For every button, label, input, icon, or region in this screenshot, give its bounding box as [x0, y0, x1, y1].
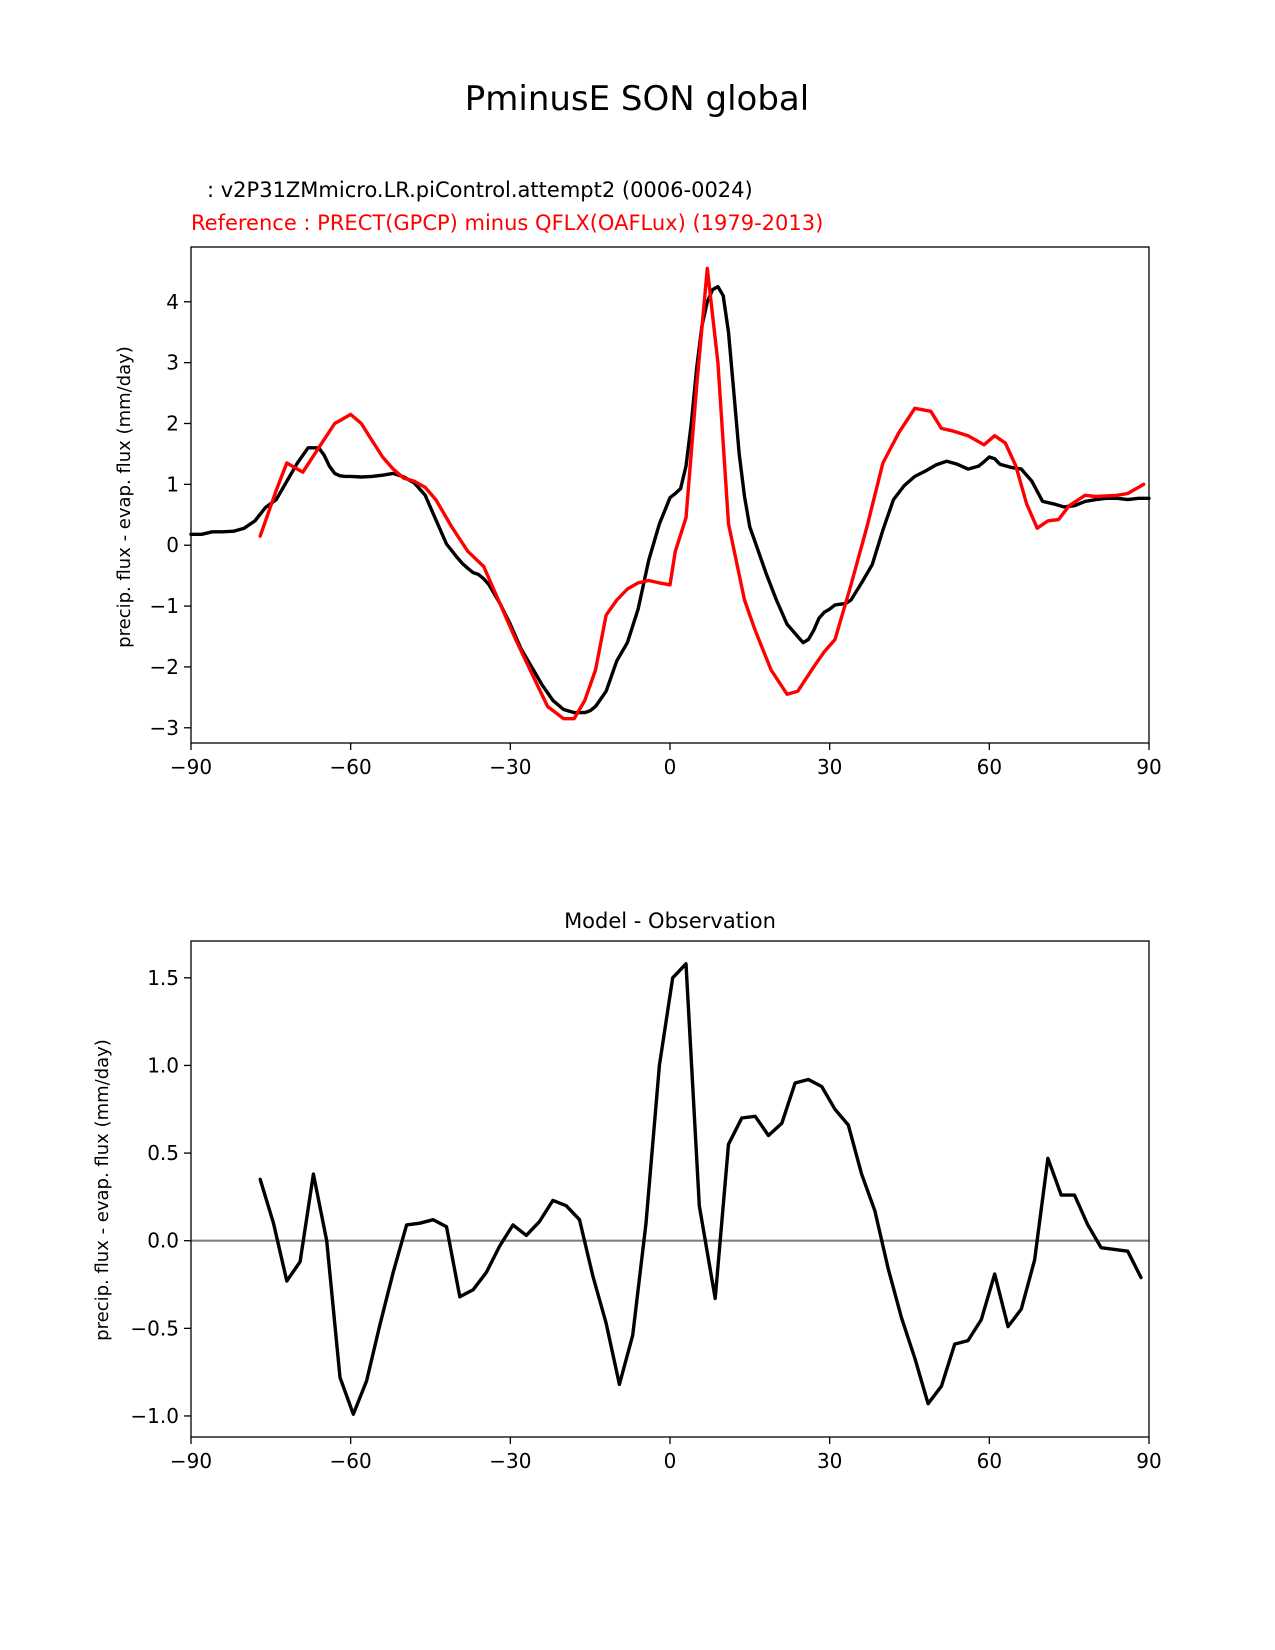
top-series-test-line: [189, 284, 1151, 715]
bottom-y-tick-label: 1.5: [147, 966, 179, 990]
top-panel: : v2P31ZMmicro.LR.piControl.attempt2 (00…: [114, 178, 1162, 779]
top-x-tick-label: −90: [170, 755, 212, 779]
top-plot-frame: [190, 246, 1150, 744]
bottom-panel-title: Model - Observation: [564, 909, 776, 933]
top-x-tick-label: −60: [330, 755, 372, 779]
bottom-x-tick-label: 30: [817, 1449, 842, 1473]
bottom-x-tick-label: 60: [977, 1449, 1002, 1473]
bottom-x-tick-label: 90: [1136, 1449, 1161, 1473]
top-series: [189, 266, 1151, 721]
bottom-y-axis-label: precip. flux - evap. flux (mm/day): [92, 1039, 113, 1341]
top-y-tick-label: −2: [150, 655, 179, 679]
top-y-tick-label: −1: [150, 594, 179, 618]
top-y-tick-label: 1: [166, 472, 179, 496]
top-y-tick-label: 4: [166, 290, 179, 314]
bottom-x-tick-label: 0: [664, 1449, 677, 1473]
top-series-reference-line: [258, 266, 1146, 721]
bottom-x-tick-label: −90: [170, 1449, 212, 1473]
bottom-y-tick-label: 1.0: [147, 1053, 179, 1077]
top-y-tick-label: 0: [166, 533, 179, 557]
bottom-series: [191, 962, 1149, 1416]
top-x-tick-label: 90: [1136, 755, 1161, 779]
bottom-plot-frame: [190, 940, 1150, 1438]
top-y-axis-label: precip. flux - evap. flux (mm/day): [114, 346, 135, 648]
bottom-panel: Model - Observation precip. flux - evap.…: [92, 909, 1162, 1473]
top-y-tick-label: −3: [150, 716, 179, 740]
top-x-tick-label: 0: [664, 755, 677, 779]
bottom-axes-ticks: −90 −60 −30 0 30 60 90 −1.0 −0.5 0.0 0.5 1.0 1.5: [130, 966, 1161, 1473]
bottom-series-model-minus-observation-line: [258, 962, 1143, 1416]
bottom-x-tick-label: −30: [489, 1449, 531, 1473]
reference-label: Reference : PRECT(GPCP) minus QFLX(OAFLu…: [191, 211, 823, 235]
top-x-tick-label: 60: [977, 755, 1002, 779]
top-x-tick-label: −30: [489, 755, 531, 779]
top-x-tick-label: 30: [817, 755, 842, 779]
bottom-y-tick-label: −0.5: [130, 1316, 179, 1340]
bottom-y-tick-label: −1.0: [130, 1404, 179, 1428]
figure-title: PminusE SON global: [465, 79, 809, 119]
bottom-y-tick-label: 0.5: [147, 1141, 179, 1165]
bottom-y-tick-label: 0.0: [147, 1229, 179, 1253]
test-label: : v2P31ZMmicro.LR.piControl.attempt2 (00…: [207, 178, 753, 202]
top-axes-ticks: −90 −60 −30 0 30 60 90 −3 −2 −1 0 1 2 3 4: [150, 290, 1162, 779]
bottom-x-tick-label: −60: [330, 1449, 372, 1473]
top-y-tick-label: 3: [166, 351, 179, 375]
top-y-tick-label: 2: [166, 411, 179, 435]
